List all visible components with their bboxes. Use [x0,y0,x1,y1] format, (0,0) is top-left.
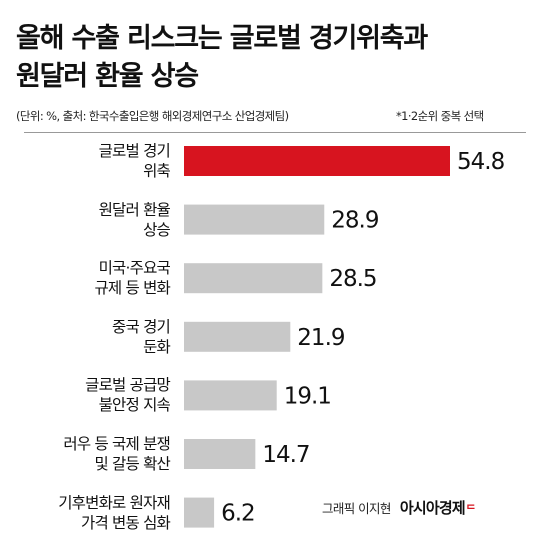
category-label-line: 중국 경기 [112,317,171,336]
source-note: (단위: %, 출처: 한국수출입은행 해외경제연구소 산업경제팀) [16,109,289,123]
category-label-line: 글로벌 경기 [98,142,171,160]
category-label-line: 규제 등 변화 [94,279,170,298]
subtitle-row: (단위: %, 출처: 한국수출입은행 해외경제연구소 산업경제팀) *1·2순… [16,108,536,124]
selection-note: *1·2순위 중복 선택 [396,109,484,123]
credit-author: 그래픽 이지현 [322,501,391,516]
value-label-3: 21.9 [297,325,345,351]
category-label-line: 둔화 [143,337,171,356]
category-label-line: 러우 등 국제 분쟁 [63,435,170,453]
bar-1 [184,204,325,235]
bar-2 [184,263,323,294]
category-label-3: 중국 경기 둔화 [0,317,171,357]
bar-4 [184,380,277,411]
category-label-line: 원달러 환율 [98,200,171,219]
category-label-line: 불안정 지속 [98,396,171,415]
bar-0 [184,146,450,176]
credit: 그래픽 이지현 아시아경제ᄃ [322,497,476,518]
category-label-2: 미국·주요국 규제 등 변화 [0,258,170,298]
category-label-line: 기후변화로 원자재 [58,493,171,512]
title-line-2: 원달러 환율 상승 [16,61,199,92]
bar-5 [184,439,256,469]
category-label-line: 및 갈등 확산 [94,455,170,473]
chart-title: 올해 수출 리스크는 글로벌 경기위축과 원달러 환율 상승 [16,20,536,96]
bar-3 [184,321,291,352]
category-label-6: 기후변화로 원자재 가격 변동 심화 [0,493,171,533]
brand-mark-icon: ᄃ [465,503,477,516]
category-label-line: 글로벌 공급망 [85,376,171,395]
value-label-6: 6.2 [221,501,255,527]
value-label-1: 28.9 [331,208,379,234]
value-label-0: 54.8 [457,149,505,175]
category-label-line: 상승 [143,220,171,239]
category-label-line: 가격 변동 심화 [80,513,171,532]
category-label-1: 원달러 환율 상승 [0,200,171,240]
divider [24,132,526,133]
value-label-4: 19.1 [284,383,331,409]
title-line-1: 올해 수출 리스크는 글로벌 경기위축과 [16,23,428,54]
category-label-line: 미국·주요국 [98,259,171,278]
value-label-2: 28.5 [329,266,376,292]
value-label-5: 14.7 [262,442,309,468]
category-label-line: 위축 [143,162,171,180]
bar-6 [184,497,215,528]
credit-brand: 아시아경제 [399,499,466,517]
category-label-4: 글로벌 공급망 불안정 지속 [0,375,171,415]
